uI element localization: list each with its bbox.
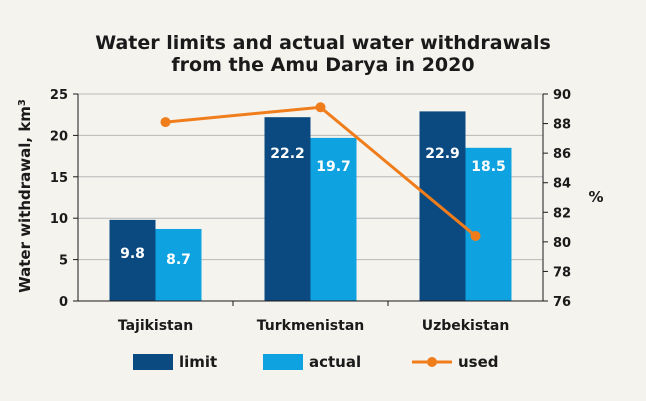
point-used (470, 230, 481, 241)
legend-marker-used (427, 357, 437, 367)
y-tick-label: 25 (50, 88, 68, 103)
y-tick-label: 5 (59, 254, 68, 269)
x-tick-label: Tajikistan (118, 318, 193, 334)
legend-swatch-limit (133, 354, 173, 370)
bar-limit (419, 111, 466, 301)
data-label-limit: 22.2 (270, 146, 305, 162)
category-labels: Tajikistan Turkmenistan Uzbekistan (118, 318, 509, 334)
y-axis-label-sup: 3 (17, 99, 28, 106)
used-line (160, 102, 481, 241)
data-label-limit: 22.9 (425, 146, 460, 162)
legend-label-used: used (458, 353, 499, 371)
point-used (160, 117, 171, 128)
legend-swatch-actual (263, 354, 303, 370)
y-axis-label: Water withdrawal, km3 (16, 99, 34, 293)
y-tick-label: 20 (50, 129, 68, 144)
bar-actual (155, 228, 202, 301)
y-tick-label: 10 (50, 212, 68, 227)
bars (109, 111, 512, 302)
legend-label-actual: actual (309, 353, 361, 371)
y-tick-label: 0 (59, 295, 68, 310)
legend: limit actual used (133, 353, 499, 371)
bar-limit (264, 117, 311, 302)
x-tick-label: Uzbekistan (422, 318, 510, 334)
y2-tick-label: 82 (553, 206, 571, 221)
y2-axis-label: % (588, 188, 603, 206)
chart-title-line2: from the Amu Darya in 2020 (171, 54, 474, 76)
data-label-actual: 18.5 (471, 159, 506, 175)
axes (73, 93, 548, 306)
y-axis-label-main: Water withdrawal, km (16, 106, 34, 293)
right-tick-labels: 76 78 80 82 84 86 88 90 (553, 88, 571, 310)
y2-tick-label: 88 (553, 118, 571, 133)
y2-tick-label: 78 (553, 265, 571, 280)
y2-tick-label: 84 (553, 177, 571, 192)
y2-tick-label: 86 (553, 147, 571, 162)
data-label-limit: 9.8 (120, 246, 145, 262)
bar-limit (109, 219, 156, 301)
y2-tick-label: 76 (553, 295, 571, 310)
data-labels: 9.8 8.7 22.2 19.7 22.9 18.5 (120, 146, 506, 268)
bar-actual (310, 137, 357, 301)
chart-title-line1: Water limits and actual water withdrawal… (95, 32, 551, 54)
legend-label-limit: limit (179, 353, 217, 371)
bar-actual (465, 147, 512, 301)
y2-tick-label: 90 (553, 88, 571, 103)
point-used (315, 102, 326, 113)
left-tick-labels: 0 5 10 15 20 25 (50, 88, 68, 310)
data-label-actual: 8.7 (166, 252, 191, 268)
y-tick-label: 15 (50, 171, 68, 186)
y2-tick-label: 80 (553, 236, 571, 251)
x-tick-label: Turkmenistan (257, 318, 364, 334)
data-label-actual: 19.7 (316, 159, 351, 175)
